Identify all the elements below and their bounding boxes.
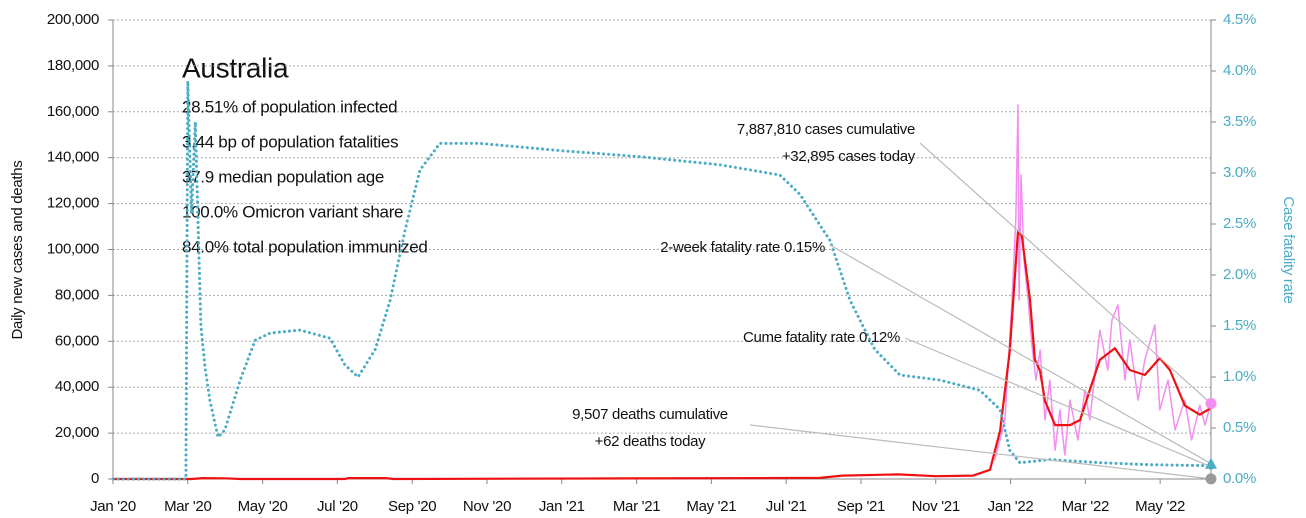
chart-title: Australia: [182, 52, 289, 83]
stat-line: 100.0% Omicron variant share: [182, 202, 403, 221]
y-axis-label: Daily new cases and deaths: [9, 161, 26, 340]
y2-tick-label: 3.5%: [1223, 113, 1256, 130]
stat-line: 37.9 median population age: [182, 167, 384, 186]
y2-tick-label: 1.0%: [1223, 368, 1256, 385]
series-line: [111, 230, 1213, 481]
x-tick-label: Jul '21: [766, 498, 807, 515]
y2-tick-label: 4.0%: [1223, 62, 1256, 79]
end-marker: [1205, 473, 1217, 485]
x-tick-label: Nov '21: [912, 498, 960, 515]
y2-tick-label: 0.0%: [1223, 470, 1256, 487]
y-tick-label: 140,000: [47, 149, 99, 166]
leader-line: [919, 142, 1212, 404]
x-tick-label: Nov '20: [463, 498, 511, 515]
x-tick-label: Jan '22: [988, 498, 1034, 515]
x-tick-label: May '20: [238, 498, 288, 515]
end-marker: [1208, 463, 1214, 470]
x-tick-label: Sep '20: [388, 498, 436, 515]
x-tick-label: May '21: [686, 498, 736, 515]
leader-line: [749, 424, 1212, 480]
y2-tick-label: 4.5%: [1223, 11, 1256, 28]
y-tick-label: 0: [91, 470, 99, 487]
y2-tick-label: 2.0%: [1223, 266, 1256, 283]
y2-tick-label: 3.0%: [1223, 164, 1256, 181]
stat-line: 28.51% of population infected: [182, 97, 397, 116]
annotation: +62 deaths today: [595, 433, 707, 450]
annotation: 2-week fatality rate 0.15%: [660, 239, 825, 256]
y-tick-label: 80,000: [55, 286, 99, 303]
x-tick-label: Sep '21: [837, 498, 885, 515]
leader-line: [829, 244, 1212, 465]
y-tick-label: 20,000: [55, 424, 99, 441]
y-tick-label: 200,000: [47, 11, 99, 28]
y2-tick-label: 0.5%: [1223, 419, 1256, 436]
y-tick-label: 160,000: [47, 103, 99, 120]
annotation: 7,887,810 cases cumulative: [737, 121, 915, 138]
y-tick-label: 180,000: [47, 57, 99, 74]
end-marker: [1205, 398, 1217, 410]
annotation: Cume fatality rate 0.12%: [743, 329, 900, 346]
y-tick-label: 60,000: [55, 332, 99, 349]
x-tick-label: Mar '20: [164, 498, 211, 515]
x-tick-label: Jul '20: [317, 498, 358, 515]
stat-line: 84.0% total population immunized: [182, 237, 428, 256]
x-tick-label: Mar '21: [613, 498, 660, 515]
stat-line: 3.44 bp of population fatalities: [182, 132, 398, 151]
y-tick-label: 120,000: [47, 195, 99, 212]
y2-tick-label: 2.5%: [1223, 215, 1256, 232]
annotation: +32,895 cases today: [782, 148, 916, 165]
series-line: [111, 79, 1213, 481]
y2-tick-label: 1.5%: [1223, 317, 1256, 334]
x-tick-label: Jan '21: [539, 498, 585, 515]
leader-line: [904, 337, 1212, 468]
x-tick-label: Jan '20: [90, 498, 136, 515]
x-tick-label: Mar '22: [1062, 498, 1109, 515]
y-tick-label: 100,000: [47, 240, 99, 257]
y-tick-label: 40,000: [55, 378, 99, 395]
annotation: 9,507 deaths cumulative: [572, 406, 728, 423]
y2-axis-label: Case fatality rate: [1280, 196, 1297, 303]
x-tick-label: May '22: [1135, 498, 1185, 515]
